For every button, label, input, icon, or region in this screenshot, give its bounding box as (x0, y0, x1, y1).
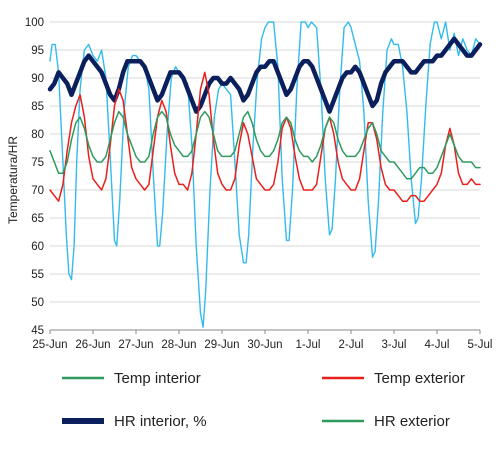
y-tick-label: 45 (31, 325, 44, 337)
x-tick-label: 26-Jun (75, 339, 110, 351)
x-tick-label: 29-Jun (204, 339, 239, 351)
legend-label: Temp interior (114, 370, 201, 387)
series-line-temp-interior (49, 110, 481, 180)
legend-label: HR interior, % (114, 413, 207, 430)
y-tick-label: 50 (31, 297, 44, 309)
legend-label: HR exterior (374, 413, 450, 430)
x-tick-label: 25-Jun (32, 339, 67, 351)
x-tick-label: 2-Jul (339, 339, 364, 351)
series-line-hr-exterior (49, 21, 481, 328)
y-tick-label: 70 (31, 185, 44, 197)
y-tick-label: 95 (31, 45, 44, 57)
x-tick-label: 4-Jul (425, 339, 450, 351)
y-tick-label: 80 (31, 129, 44, 141)
x-tick-label: 27-Jun (118, 339, 153, 351)
x-tick-label: 1-Jul (296, 339, 321, 351)
x-tick-label: 28-Jun (161, 339, 196, 351)
x-axis-ticks: 25-Jun 26-Jun 27-Jun 28-Jun 29-Jun 30-Jun 1-Ju… (32, 330, 492, 351)
legend-label: Temp exterior (374, 370, 465, 387)
x-tick-label: 3-Jul (382, 339, 407, 351)
y-tick-label: 55 (31, 269, 44, 281)
y-tick-label: 75 (31, 157, 44, 169)
series-line-hr-interior (47, 36, 483, 114)
y-axis-title: Temperatura/HR (6, 136, 20, 224)
y-tick-label: 90 (31, 73, 44, 85)
y-tick-label: 85 (31, 101, 44, 113)
series-lines (47, 21, 483, 328)
y-tick-label: 100 (25, 17, 44, 29)
series-line-temp-exterior (49, 71, 481, 202)
x-tick-label: 30-Jun (247, 339, 282, 351)
x-tick-label: 5-Jul (468, 339, 493, 351)
y-axis-ticks: 45 50 55 60 65 70 75 80 85 90 95 100 (25, 17, 44, 337)
y-tick-label: 60 (31, 241, 44, 253)
legend: Temp interior Temp exterior HR interior, %… (62, 370, 465, 430)
y-tick-label: 65 (31, 213, 44, 225)
